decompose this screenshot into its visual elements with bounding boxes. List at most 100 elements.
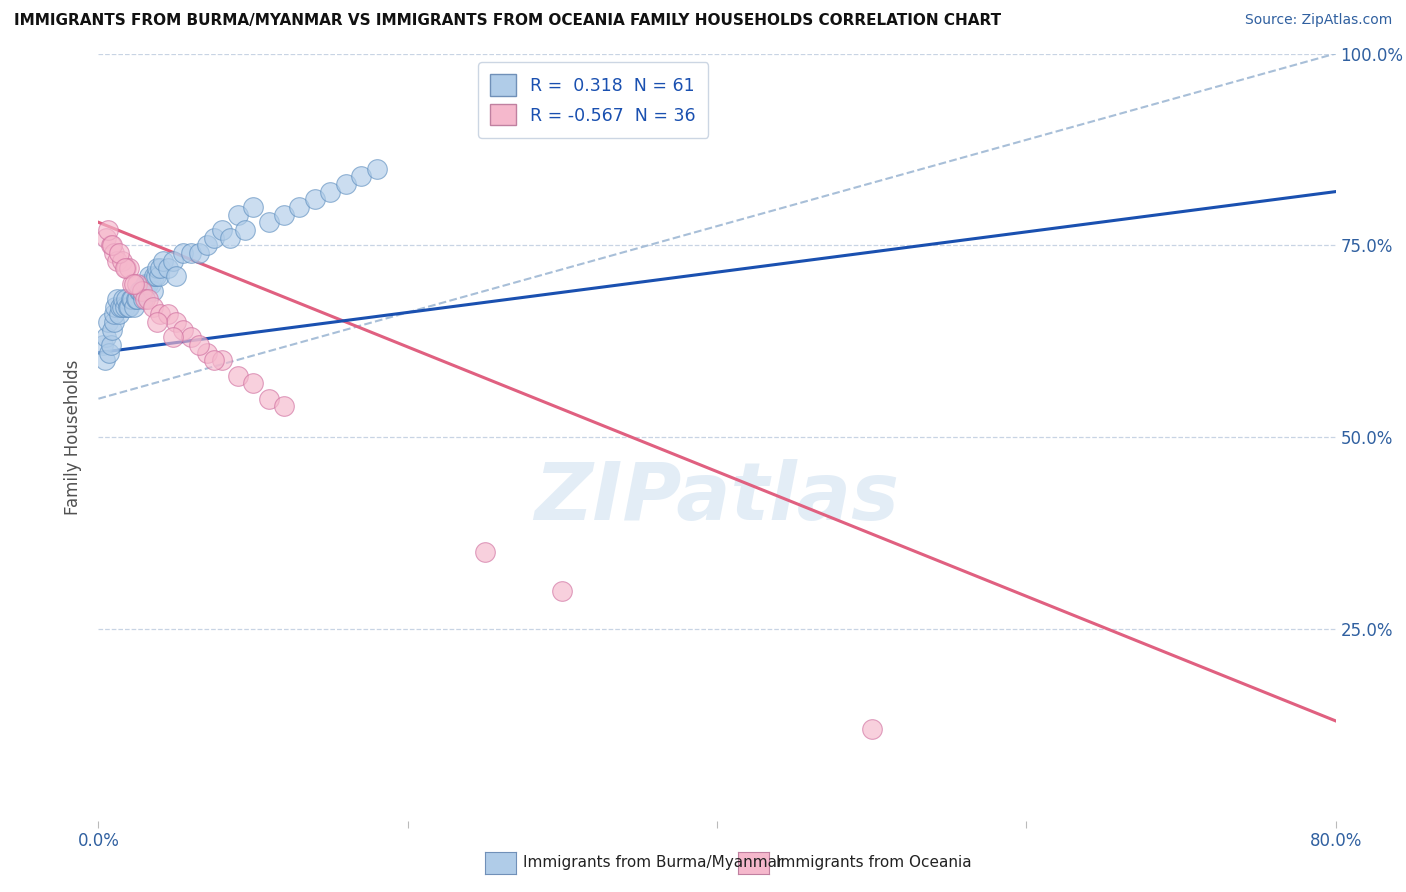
Point bbox=[242, 376, 264, 391]
Point bbox=[273, 208, 295, 222]
Point bbox=[127, 292, 149, 306]
Y-axis label: Family Households: Family Households bbox=[65, 359, 83, 515]
Point bbox=[152, 253, 174, 268]
Point bbox=[103, 307, 125, 321]
Point bbox=[96, 230, 118, 244]
Point bbox=[117, 300, 139, 314]
Point bbox=[107, 307, 129, 321]
Point bbox=[118, 261, 141, 276]
Text: ZIPatlas: ZIPatlas bbox=[534, 459, 900, 538]
Point bbox=[122, 277, 145, 291]
Point bbox=[211, 353, 233, 368]
Point bbox=[162, 330, 184, 344]
Point bbox=[124, 292, 146, 306]
Point bbox=[98, 345, 121, 359]
Point bbox=[135, 277, 157, 291]
Point bbox=[157, 261, 180, 276]
Point bbox=[104, 300, 127, 314]
Point bbox=[121, 277, 143, 291]
Text: IMMIGRANTS FROM BURMA/MYANMAR VS IMMIGRANTS FROM OCEANIA FAMILY HOUSEHOLDS CORRE: IMMIGRANTS FROM BURMA/MYANMAR VS IMMIGRA… bbox=[14, 13, 1001, 29]
Point bbox=[226, 368, 249, 383]
Point bbox=[226, 208, 249, 222]
Point bbox=[129, 285, 152, 299]
Point bbox=[304, 192, 326, 206]
Point bbox=[288, 200, 311, 214]
Point bbox=[101, 238, 124, 252]
Point bbox=[91, 338, 114, 352]
Point bbox=[195, 238, 218, 252]
Point bbox=[162, 253, 184, 268]
Point bbox=[101, 323, 124, 337]
Text: Immigrants from Burma/Myanmar: Immigrants from Burma/Myanmar bbox=[523, 855, 783, 870]
Point bbox=[128, 285, 150, 299]
Legend: R =  0.318  N = 61, R = -0.567  N = 36: R = 0.318 N = 61, R = -0.567 N = 36 bbox=[478, 62, 709, 137]
Point bbox=[146, 315, 169, 329]
Point bbox=[96, 330, 118, 344]
Point bbox=[143, 268, 166, 283]
Point bbox=[115, 261, 138, 276]
Point bbox=[100, 238, 122, 252]
Point bbox=[139, 277, 162, 291]
Point bbox=[97, 223, 120, 237]
Point bbox=[204, 230, 226, 244]
Point bbox=[114, 261, 136, 276]
Point bbox=[257, 215, 280, 229]
Point bbox=[131, 285, 153, 299]
Point bbox=[134, 292, 156, 306]
Point bbox=[149, 307, 172, 321]
Point bbox=[132, 292, 155, 306]
Point bbox=[111, 300, 132, 314]
Point bbox=[257, 392, 280, 406]
Point bbox=[103, 315, 125, 329]
Point bbox=[860, 722, 883, 736]
Point bbox=[131, 285, 153, 299]
Point bbox=[122, 300, 145, 314]
Point bbox=[121, 292, 143, 306]
Point bbox=[172, 323, 194, 337]
Point bbox=[319, 185, 342, 199]
Point bbox=[105, 292, 128, 306]
Point bbox=[157, 307, 180, 321]
Point bbox=[366, 161, 388, 176]
Point bbox=[120, 292, 142, 306]
Point bbox=[115, 292, 138, 306]
Text: Immigrants from Oceania: Immigrants from Oceania bbox=[776, 855, 972, 870]
Point bbox=[111, 253, 132, 268]
Point bbox=[180, 246, 202, 260]
Point bbox=[195, 345, 218, 359]
Point bbox=[551, 583, 574, 598]
Point bbox=[219, 230, 242, 244]
Point bbox=[112, 292, 135, 306]
Text: Source: ZipAtlas.com: Source: ZipAtlas.com bbox=[1244, 13, 1392, 28]
Point bbox=[118, 300, 141, 314]
Point bbox=[136, 277, 159, 291]
Point bbox=[93, 353, 115, 368]
Point bbox=[145, 268, 167, 283]
Point bbox=[165, 315, 187, 329]
Point bbox=[235, 223, 257, 237]
Point bbox=[141, 300, 165, 314]
Point bbox=[107, 246, 129, 260]
Point bbox=[136, 292, 159, 306]
Point bbox=[148, 268, 170, 283]
Point bbox=[149, 261, 172, 276]
Point bbox=[474, 545, 496, 559]
Point bbox=[242, 200, 264, 214]
Point bbox=[114, 300, 136, 314]
Point bbox=[188, 246, 211, 260]
Point bbox=[204, 353, 226, 368]
Point bbox=[105, 253, 128, 268]
Point bbox=[100, 338, 122, 352]
Point bbox=[273, 400, 295, 414]
Point bbox=[350, 169, 373, 184]
Point bbox=[165, 268, 187, 283]
Point bbox=[211, 223, 233, 237]
Point bbox=[188, 338, 211, 352]
Point bbox=[108, 300, 131, 314]
Point bbox=[138, 268, 160, 283]
Point bbox=[97, 315, 120, 329]
Point bbox=[180, 330, 202, 344]
Point bbox=[127, 277, 149, 291]
Point bbox=[134, 277, 156, 291]
Point bbox=[103, 246, 125, 260]
